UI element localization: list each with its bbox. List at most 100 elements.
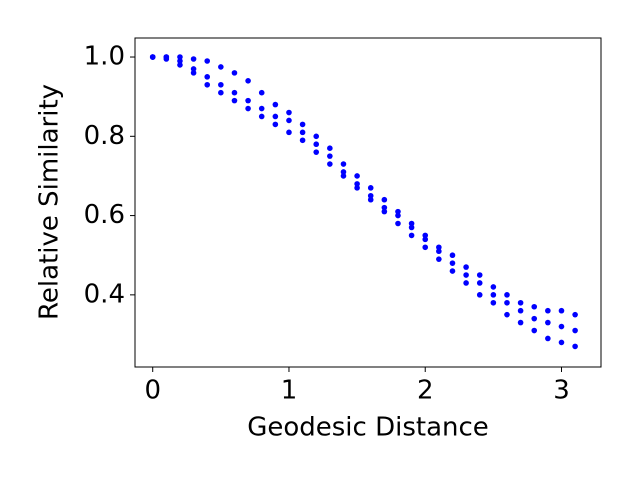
point [476,280,483,286]
point [449,252,456,259]
point [531,327,538,334]
point [204,74,211,80]
point [408,220,415,227]
point [245,78,251,84]
point [558,339,565,346]
point [354,181,360,187]
point [272,113,279,120]
point [545,307,551,314]
point [190,70,197,76]
point [422,232,429,239]
point [286,109,292,116]
point [258,89,265,96]
point [504,299,510,306]
point [572,311,578,318]
y-tick-label: 1.0 [84,42,125,72]
point [313,141,320,148]
point [558,323,565,330]
point [299,137,306,144]
point [258,105,265,112]
y-tick-label: 0.4 [84,279,125,309]
point [395,212,401,219]
point [449,268,456,274]
point [517,299,524,306]
point [436,256,442,262]
point [204,81,211,88]
point [313,149,320,155]
point [245,97,251,104]
point [408,232,415,239]
point [218,64,224,70]
x-tick-label: 1 [281,376,298,406]
point [531,315,538,322]
point [327,161,333,167]
point [504,292,510,298]
point [272,101,279,108]
point [299,121,306,128]
point [545,335,551,342]
point [340,173,347,179]
point [381,196,388,203]
point [463,272,469,278]
point [245,105,251,112]
point [231,89,238,96]
point [449,260,456,266]
y-tick-label: 0.8 [84,121,125,151]
point [408,224,415,231]
point [572,327,578,334]
point [517,319,524,326]
x-tick-label: 0 [144,376,161,406]
point [558,307,565,314]
point [531,303,538,310]
point [381,208,388,215]
point [327,153,333,159]
point [490,292,497,298]
point [272,121,279,128]
point [476,292,483,298]
x-axis-label: Geodesic Distance [247,413,489,443]
point [313,133,320,140]
point [422,244,429,251]
point [381,204,388,211]
point [476,272,483,278]
point [218,89,224,96]
point [463,264,469,270]
point [572,343,578,350]
point [258,113,265,120]
point [436,244,442,251]
point [299,129,306,136]
point [490,299,497,306]
point [422,236,429,243]
point [218,81,224,88]
point [367,192,374,199]
point [177,54,183,60]
point [490,284,497,290]
point [340,169,347,175]
point [367,196,374,203]
point [190,56,197,62]
point [463,280,469,286]
point [231,97,238,104]
y-axis-label: Relative Similarity [35,84,65,320]
point [354,173,360,179]
point [545,319,551,326]
x-tick-label: 3 [553,376,570,406]
point [286,117,292,124]
point [367,185,374,191]
point [517,307,524,314]
point [286,129,292,136]
plot-frame [134,37,602,368]
point [504,311,510,318]
point [149,54,156,60]
point [327,145,333,151]
point [177,62,183,68]
point [395,220,401,227]
point [340,161,347,167]
point [190,66,197,72]
point [395,208,401,215]
point [177,58,183,64]
point [204,58,211,64]
x-tick-label: 2 [417,376,434,406]
